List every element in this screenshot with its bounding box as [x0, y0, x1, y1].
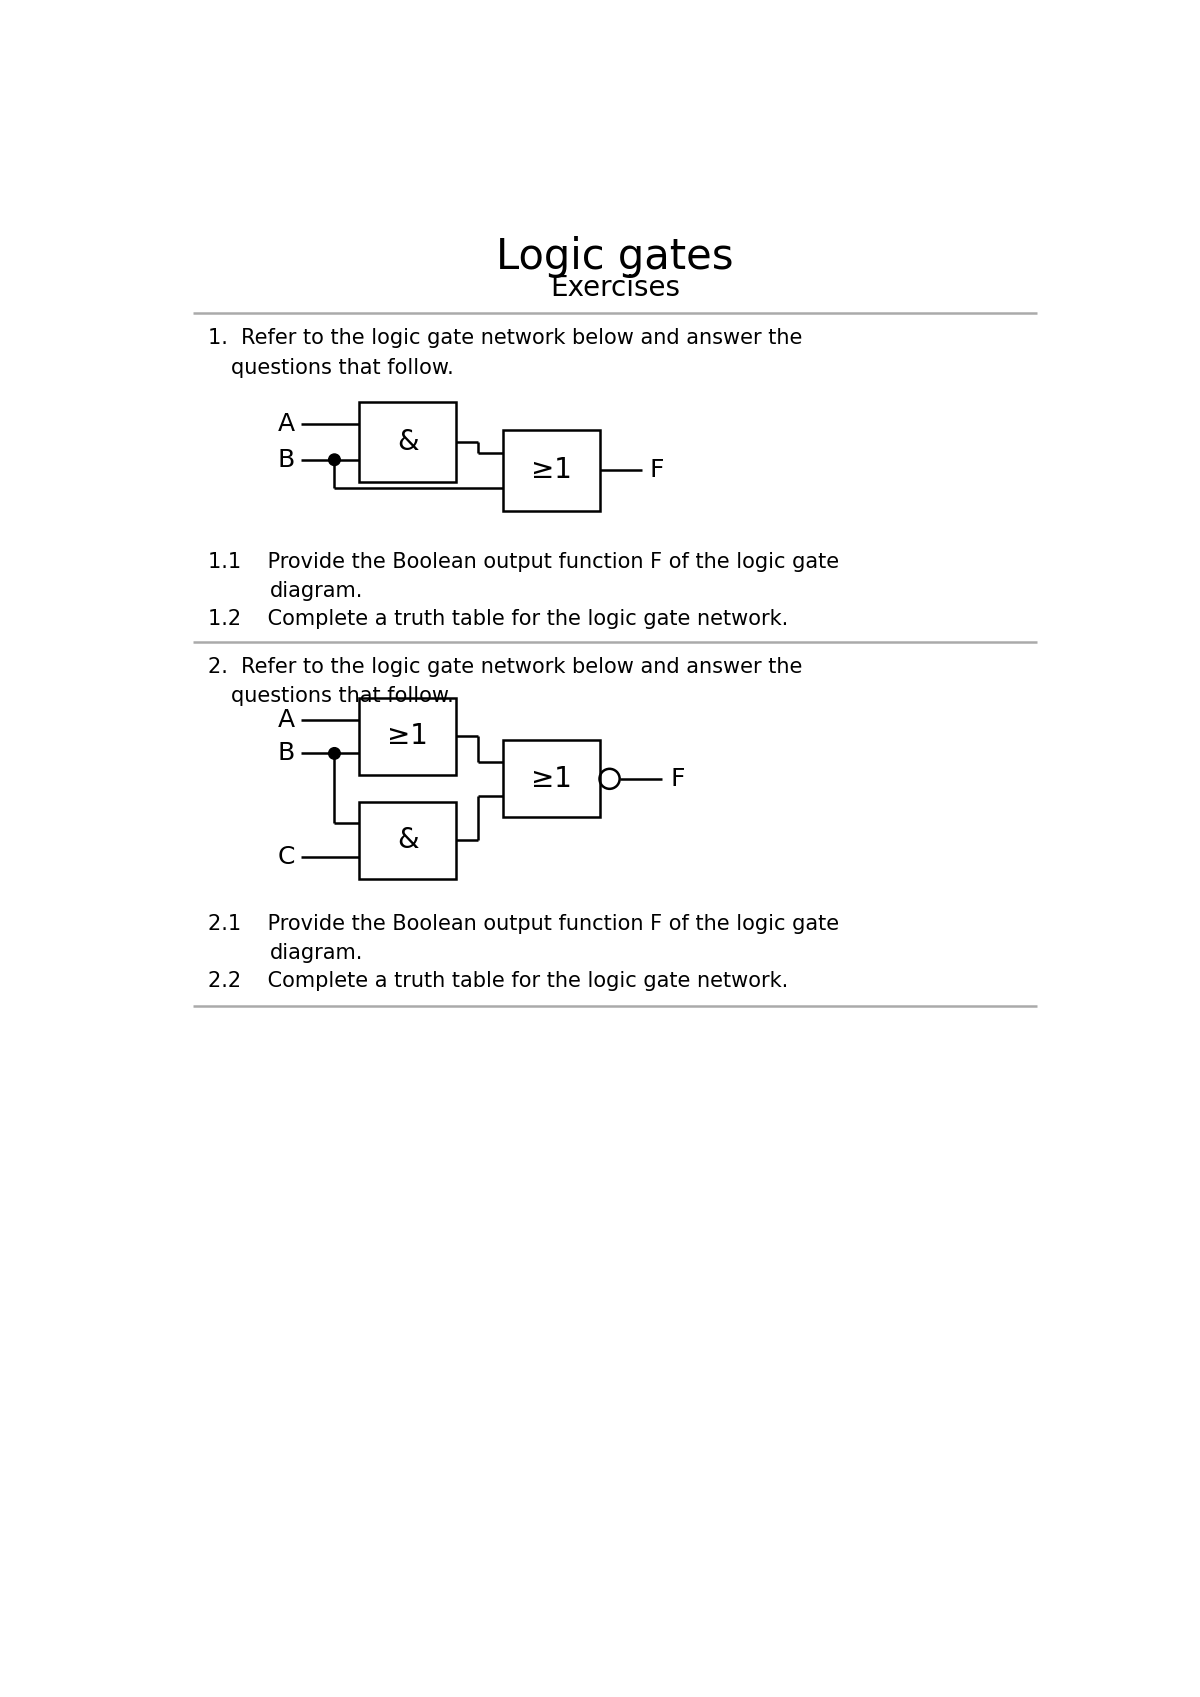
Text: B: B [277, 448, 295, 472]
Text: F: F [650, 458, 665, 482]
Bar [503, 740, 600, 818]
Text: &: & [397, 428, 419, 456]
Bar [359, 402, 456, 482]
Circle shape [329, 455, 341, 465]
Text: 1.1    Provide the Boolean output function F of the logic gate: 1.1 Provide the Boolean output function … [208, 552, 839, 572]
Bar [359, 803, 456, 879]
Text: 2.1    Provide the Boolean output function F of the logic gate: 2.1 Provide the Boolean output function … [208, 913, 839, 933]
Text: 2.2    Complete a truth table for the logic gate network.: 2.2 Complete a truth table for the logic… [208, 971, 788, 991]
Circle shape [329, 748, 341, 759]
Text: 1.  Refer to the logic gate network below and answer the: 1. Refer to the logic gate network below… [208, 329, 803, 348]
Text: ≥1: ≥1 [530, 456, 571, 484]
Text: C: C [277, 845, 295, 869]
Text: &: & [397, 826, 419, 854]
Text: Logic gates: Logic gates [497, 236, 733, 278]
Bar [359, 697, 456, 776]
Text: F: F [670, 767, 684, 791]
Text: diagram.: diagram. [270, 944, 364, 962]
Text: 1.2    Complete a truth table for the logic gate network.: 1.2 Complete a truth table for the logic… [208, 609, 788, 630]
Text: A: A [278, 708, 295, 731]
Text: diagram.: diagram. [270, 580, 364, 601]
Text: B: B [277, 742, 295, 765]
Text: Exercises: Exercises [550, 275, 680, 302]
Text: ≥1: ≥1 [388, 723, 428, 750]
Bar [503, 429, 600, 511]
Text: questions that follow.: questions that follow. [232, 358, 454, 378]
Text: ≥1: ≥1 [530, 765, 571, 792]
Text: questions that follow.: questions that follow. [232, 686, 454, 706]
Text: A: A [277, 412, 295, 436]
Text: 2.  Refer to the logic gate network below and answer the: 2. Refer to the logic gate network below… [208, 657, 803, 677]
